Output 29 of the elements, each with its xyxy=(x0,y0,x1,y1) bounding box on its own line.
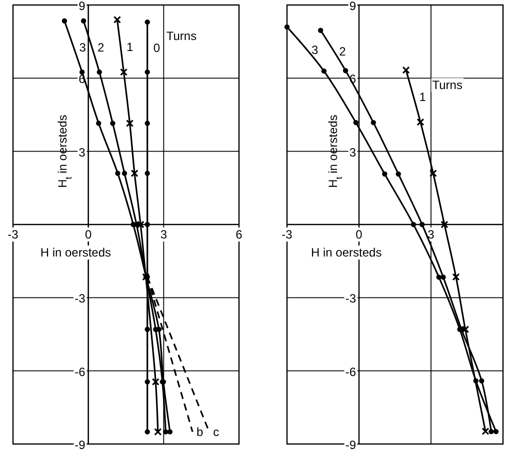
series-label: 1 xyxy=(419,90,426,104)
x-axis-title: H in oersteds xyxy=(311,246,382,260)
annotation: Turns xyxy=(432,78,462,92)
x-tick-label: 3 xyxy=(428,228,435,242)
y-tick-label: 9 xyxy=(78,0,86,13)
annotation: Turns xyxy=(166,29,197,44)
x-axis-title: H in oersteds xyxy=(40,246,112,260)
y-tick-label: -9 xyxy=(74,438,86,452)
x-tick-label: -3 xyxy=(8,228,19,242)
series-label: 1 xyxy=(126,40,134,54)
y-tick-label: 3 xyxy=(349,145,356,160)
x-tick-label: 3 xyxy=(160,228,168,242)
series-label: c xyxy=(213,424,220,439)
y-tick-label: -3 xyxy=(345,292,356,306)
series-label: 0 xyxy=(153,41,160,56)
y-tick-label: -6 xyxy=(345,364,356,379)
x-tick-label: -3 xyxy=(282,228,293,242)
y-tick-label: 3 xyxy=(78,145,86,160)
x-tick-label: 6 xyxy=(236,228,243,242)
x-tick-label: 0 xyxy=(356,228,363,242)
series-label: 3 xyxy=(311,43,318,58)
x-tick-label: 0 xyxy=(84,228,92,242)
series-label: 2 xyxy=(97,40,104,54)
y-tick-label: -6 xyxy=(74,364,86,379)
y-tick-label: -9 xyxy=(345,438,356,452)
y-tick-label: 9 xyxy=(349,0,356,13)
y-tick-label: -3 xyxy=(74,292,86,306)
series-label: b xyxy=(196,424,204,439)
series-label: 2 xyxy=(339,44,346,58)
